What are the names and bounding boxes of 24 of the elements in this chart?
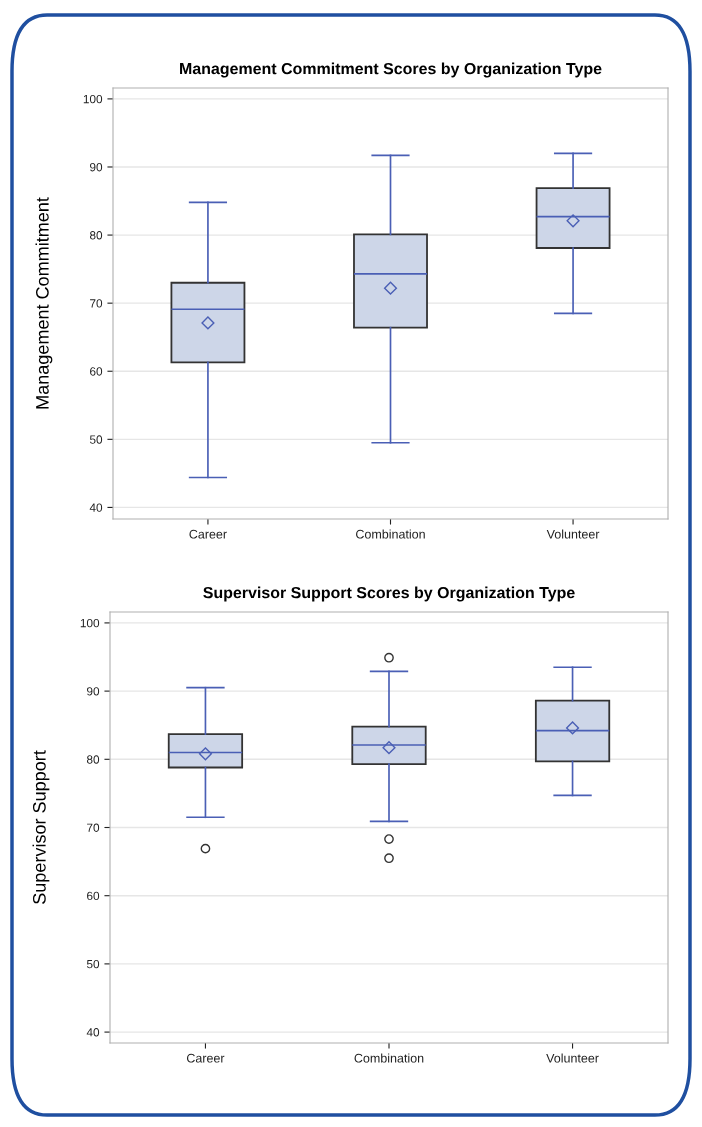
y-tick-label: 70 [90,299,103,308]
x-tick-label: Career [186,1053,225,1063]
y-tick-label: 60 [90,367,103,376]
y-tick-label: 60 [87,891,100,901]
y-tick-label: 70 [87,823,100,832]
y-axis-title: Supervisor Support [32,750,50,904]
y-tick-label: 50 [86,959,100,969]
x-tick-label: Career [189,529,227,539]
x-tick-label: Combination [356,529,425,539]
y-tick-label: 80 [86,755,100,764]
x-tick-label: Volunteer [546,529,600,539]
chart-title: Supervisor Support Scores by Organization Type [203,586,575,602]
y-tick-label: 40 [86,1028,100,1037]
y-tick-label: 90 [87,687,100,696]
y-tick-label: 90 [90,163,103,172]
y-tick-label: 100 [83,94,103,104]
y-tick-label: 100 [80,618,100,628]
y-axis-title: Management Commitment [35,197,53,409]
x-tick-label: Volunteer [546,1053,599,1063]
x-tick-label: Combination [354,1053,424,1063]
y-tick-label: 80 [89,231,103,240]
y-tick-label: 40 [89,503,103,512]
y-tick-label: 50 [89,435,103,444]
chart-title: Management Commitment Scores by Organization Type [180,62,602,78]
